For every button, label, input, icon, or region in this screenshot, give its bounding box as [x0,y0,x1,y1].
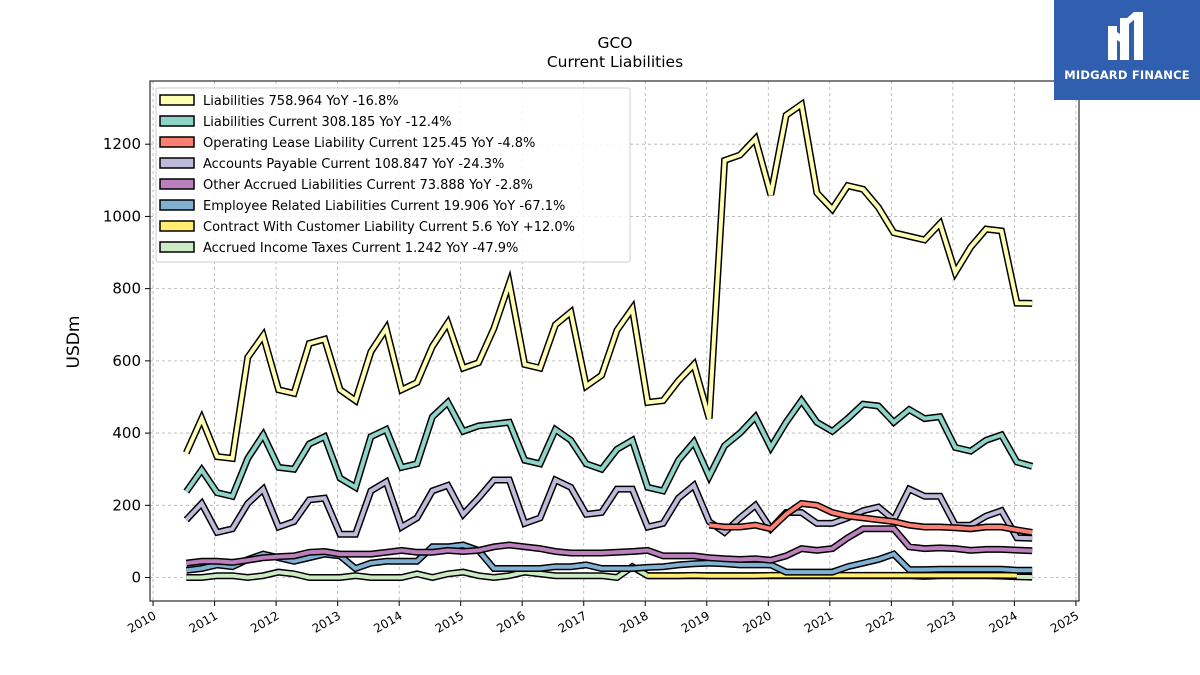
series-layer [183,98,1034,582]
series-line [183,475,1033,542]
x-tick-label: 2025 [1048,608,1081,635]
legend-swatch [159,136,195,148]
legend-entry: Other Accrued Liabilities Current 73.888… [203,178,533,193]
x-tick-label: 2012 [248,608,281,635]
legend-swatch [159,220,195,232]
series-line-fill [708,501,1033,535]
legend-entry: Employee Related Liabilities Current 19.… [203,199,565,214]
legend-swatch [159,94,195,106]
x-tick-label: 2016 [494,608,527,635]
legend-swatch [159,115,195,127]
legend-entry: Liabilities 758.964 YoY -16.8% [203,94,399,109]
legend-swatch [159,157,195,169]
y-tick-label: 400 [112,424,141,442]
x-tick-label: 2023 [925,608,958,635]
legend-entry: Operating Lease Liability Current 125.45… [203,136,535,151]
x-tick-label: 2018 [617,608,650,635]
y-tick-label: 1000 [103,207,141,225]
x-tick-label: 2013 [310,608,343,635]
x-tick-label: 2014 [371,608,404,635]
legend: Liabilities 758.964 YoY -16.8% Liabilitie… [155,87,631,263]
legend-swatch [159,178,195,190]
series-line [183,98,1033,463]
x-axis-ticks: 2010 2011 2012 2013 2014 2015 2016 2017 2018 2019… [125,601,1081,636]
chart-title: GCO [597,34,632,52]
legend-entry: Accounts Payable Current 108.847 YoY -24… [203,157,504,172]
x-tick-label: 2022 [863,608,896,635]
y-tick-label: 200 [112,496,141,514]
chart-subtitle: Current Liabilities [547,53,683,71]
y-axis-label: USDm [64,316,84,369]
series-line [183,394,1034,501]
y-tick-label: 800 [112,280,141,298]
plot-frame [149,80,1080,602]
x-tick-label: 2024 [986,608,1019,635]
legend-swatch [159,199,195,211]
x-tick-label: 2010 [125,608,158,635]
logo-mark-icon [1108,12,1143,60]
x-tick-label: 2015 [433,608,466,635]
series-line-fill [184,101,1033,461]
x-tick-label: 2021 [802,608,835,635]
logo-text: MIDGARD FINANCE [1064,68,1190,82]
legend-entry: Accrued Income Taxes Current 1.242 YoY -… [203,241,518,256]
y-axis-ticks: 0 200 400 600 800 1000 1200 [103,135,150,587]
legend-swatch [159,241,195,253]
legend-box [155,87,631,263]
y-tick-label: 600 [112,352,141,370]
y-tick-label: 0 [131,569,141,587]
series-line [708,499,1033,536]
series-line-fill [184,397,1033,499]
x-tick-label: 2011 [187,608,220,635]
y-tick-label: 1200 [103,135,141,153]
series-line [185,525,1033,567]
x-tick-label: 2020 [740,608,773,635]
x-tick-label: 2019 [679,608,712,635]
series-line-fill [186,526,1033,566]
legend-entry: Contract With Customer Liability Current… [203,220,575,235]
series-line-outline [183,475,1033,542]
legend-entry: Liabilities Current 308.185 YoY -12.4% [203,115,452,130]
brand-logo: MIDGARD FINANCE [1054,0,1200,100]
x-tick-label: 2017 [556,608,589,635]
series-line-fill [184,477,1033,541]
